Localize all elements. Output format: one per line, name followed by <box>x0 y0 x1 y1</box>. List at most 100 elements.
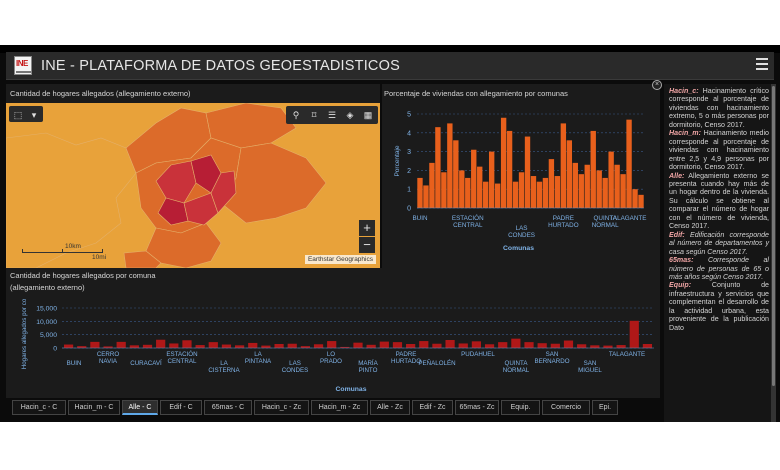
bar <box>614 164 620 208</box>
definitions-scrollbar[interactable] <box>771 84 776 422</box>
x-tick-label: BUIN <box>67 360 82 367</box>
bar <box>590 130 596 208</box>
map-region[interactable] <box>210 170 237 214</box>
tab-item[interactable]: Hacin_c - Zc <box>254 400 309 415</box>
percentage-chart-panel: Porcentaje de viviendas con allegamiento… <box>382 84 660 268</box>
zoom-in-button[interactable]: + <box>359 220 375 236</box>
choropleth-map <box>6 103 380 268</box>
bar <box>608 151 614 208</box>
tab-item[interactable]: Hacin_m - C <box>68 400 120 415</box>
bar <box>484 344 495 348</box>
menu-icon[interactable] <box>756 58 768 70</box>
legend-list-icon[interactable]: ☰ <box>327 110 337 120</box>
bar <box>63 344 74 348</box>
bar <box>572 162 578 208</box>
map-attribution[interactable]: Earthstar Geographics <box>304 255 376 264</box>
x-tick-label: CERRO NAVIA <box>97 351 120 365</box>
bar <box>287 343 297 348</box>
bar <box>477 166 483 208</box>
bar <box>530 176 537 208</box>
percentage-bar-chart[interactable]: 0 1 2 3 4 5 BUIN ESTACIÓN CENTRAL LAS CONDES PADRE H… <box>382 98 660 268</box>
bar <box>511 338 521 348</box>
layers-icon[interactable]: ◈ <box>346 110 354 120</box>
layers-select-icon[interactable]: ⬚ <box>13 110 23 120</box>
tab-item[interactable]: Alle - C <box>122 400 158 415</box>
scale-mi-label: 10mi <box>92 254 107 261</box>
tab-item[interactable]: 65mas - Zc <box>455 400 499 415</box>
tab-item[interactable]: Epi. <box>592 400 618 415</box>
definition-term: Hacin_m: <box>669 129 701 138</box>
map-view[interactable]: ⬚ ▾ ⚲ ⌑ ☰ ◈ ▦ + − 10km 10mi Earthstar Ge… <box>6 103 380 268</box>
x-tick-label: QUINTA NORMAL <box>592 215 619 229</box>
bar <box>548 159 555 208</box>
definition-item: Edif: Edificación corresponde al número … <box>669 231 769 256</box>
bar <box>638 194 644 208</box>
map-region[interactable] <box>123 250 162 268</box>
tab-item[interactable]: Hacin_c - C <box>12 400 66 415</box>
y-tick-label: 1 <box>407 187 411 194</box>
y-tick-label: 5 <box>407 112 411 119</box>
bar <box>156 339 166 348</box>
bar <box>506 130 513 208</box>
map-toolbar: ⚲ ⌑ ☰ ◈ ▦ <box>286 106 378 124</box>
basemap-gallery-icon[interactable]: ▦ <box>363 110 373 120</box>
x-tick-label: LAS CONDES <box>282 360 308 374</box>
map-region[interactable] <box>157 197 189 226</box>
bar <box>379 341 389 348</box>
definition-text: Conjunto de infraestructura y servicios … <box>669 281 769 332</box>
logo-text: INE <box>16 59 28 68</box>
tab-item[interactable]: Equip. <box>501 400 540 415</box>
tab-item[interactable]: Edif - Zc <box>412 400 453 415</box>
bar <box>632 189 638 208</box>
x-tick-label: SAN BERNARDO <box>534 351 569 365</box>
tab-item[interactable]: Hacin_m - Zc <box>311 400 368 415</box>
tab-item[interactable]: Comercio <box>542 400 590 415</box>
y-axis-title: Porcentaje <box>394 145 401 176</box>
definition-term: 65mas: <box>669 256 694 265</box>
close-icon[interactable]: × <box>652 80 662 90</box>
bookmark-icon[interactable]: ⌑ <box>311 110 317 120</box>
tab-item[interactable]: Alle - Zc <box>370 400 410 415</box>
bar <box>182 340 192 348</box>
map-region[interactable] <box>6 132 137 268</box>
bar <box>524 342 534 348</box>
map-region[interactable] <box>183 192 219 226</box>
bar <box>419 341 429 348</box>
scale-bar: 10km 10mi <box>18 243 108 263</box>
definition-term: Edif: <box>669 230 685 239</box>
definition-term: Hacin_c: <box>669 87 699 95</box>
top-strip <box>0 45 780 53</box>
bar <box>129 345 139 348</box>
bar <box>234 345 245 348</box>
tab-item[interactable]: Edif - C <box>160 400 202 415</box>
bar <box>261 345 271 348</box>
x-tick-label: LA PINTANA <box>245 351 272 365</box>
households-chart-panel: Cantidad de hogares allegados por comuna… <box>6 268 660 398</box>
chevron-down-icon[interactable]: ▾ <box>31 110 37 120</box>
bar <box>471 341 482 348</box>
bar <box>458 343 468 348</box>
search-icon[interactable]: ⚲ <box>292 110 300 120</box>
x-tick-label: TALAGANTE <box>609 351 645 358</box>
y-tick-label: 10,000 <box>36 319 57 326</box>
y-tick-label: 15,000 <box>36 306 57 313</box>
definition-text: Hacinamiento crítico corresponde al porc… <box>669 87 769 129</box>
bar <box>566 140 573 208</box>
households-bar-chart[interactable]: 0 5,000 10,000 15,000 BUIN CERRO NAVIA CURACAVÍ… <box>6 294 660 398</box>
households-chart-title-line1: Cantidad de hogares allegados por comuna <box>10 271 156 280</box>
y-tick-label: 5,000 <box>40 332 57 339</box>
bar <box>453 140 459 208</box>
y-tick-label: 0 <box>407 206 411 213</box>
definition-term: Alle: <box>669 171 685 180</box>
x-tick-label: PEÑALOLÉN <box>418 360 455 367</box>
ine-logo: INE <box>14 56 32 75</box>
bar <box>353 342 363 348</box>
bar <box>498 342 508 348</box>
bar <box>542 177 549 208</box>
zoom-out-button[interactable]: − <box>359 237 375 253</box>
bar <box>441 172 447 208</box>
bar <box>447 123 453 208</box>
bar <box>620 174 626 208</box>
tab-item[interactable]: 65mas - C <box>204 400 252 415</box>
definition-text: Corresponde al número de personas de 65 … <box>669 256 769 281</box>
